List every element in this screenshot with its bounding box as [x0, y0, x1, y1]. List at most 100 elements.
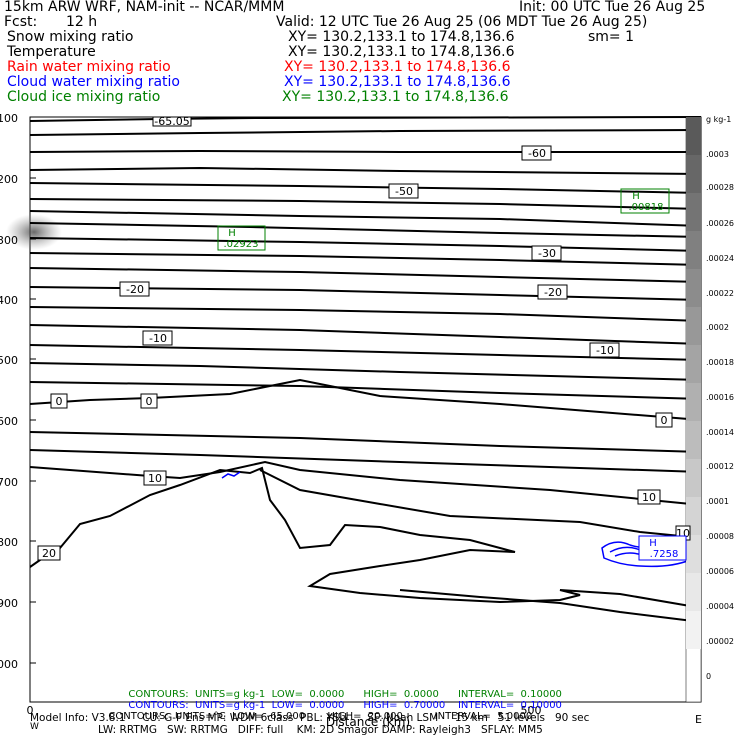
colorbar-tick-label: .00002: [706, 637, 734, 646]
colorbar-tick-label: .00024: [706, 254, 734, 263]
isotherm-label: 0: [146, 395, 153, 408]
isotherm-line: [29, 362, 702, 381]
isotherm-line: [399, 589, 702, 623]
isotherm-line: [29, 381, 702, 400]
extremum-value: .02923: [224, 239, 259, 250]
x-tick-label: 500: [521, 704, 542, 717]
y-tick-label: 800: [0, 536, 18, 549]
colorbar-tick-label: .00026: [706, 219, 734, 228]
colorbar-tick-label: .0003: [706, 150, 729, 159]
isotherm-line: [29, 286, 702, 301]
field-name-rain: Rain water mixing ratio: [7, 59, 171, 75]
isotherm-label: -60: [528, 147, 546, 160]
model-info-line: Model Info: V3.8.1 CU: G-F Ens MP: WDM 6…: [30, 712, 590, 724]
xy-snow: XY= 130.2,133.1 to 174.8,136.6: [288, 29, 515, 45]
contour-prefix: CONTOURS:: [128, 700, 189, 711]
init-time: Init: 00 UTC Tue 26 Aug 25: [519, 0, 706, 15]
contour-interval: INTERVAL= 0.10000: [457, 689, 562, 700]
isotherm-line: [29, 210, 702, 227]
y-tick-label: 900: [0, 597, 18, 610]
contour-high: HIGH= 20.000: [327, 711, 403, 722]
colorbar-tick-label: .00008: [706, 532, 734, 541]
contour-info-temperature: CONTOURS: UNITS=°C LOW= -65.000 HIGH= 20…: [102, 700, 532, 722]
xy-cloud-water: XY= 130.2,133.1 to 174.8,136.6: [284, 74, 511, 90]
colorbar-ticks: .0003 .00028 .00026 .00024 .00022 .0002 …: [706, 150, 734, 681]
isotherm-label: 10: [642, 491, 656, 504]
colorbar-tick-label: .0002: [706, 323, 729, 332]
model-title: 15km ARW WRF, NAM-init -- NCAR/MMM: [4, 0, 285, 15]
isotherms: [29, 116, 702, 623]
colorbar-tick-label: .00018: [706, 358, 734, 367]
field-name-temperature: Temperature: [7, 44, 96, 60]
colorbar-tick-label: .00016: [706, 393, 734, 402]
contour-high: HIGH= 0.0000: [363, 689, 439, 700]
isotherm-label: -10: [596, 344, 614, 357]
isotherm-line: [259, 469, 702, 539]
xy-cloud-ice: XY= 130.2,133.1 to 174.8,136.6: [282, 89, 509, 105]
isotherm-line: [29, 466, 702, 609]
colorbar-tick-label: .00012: [706, 462, 734, 471]
isotherm-label: -50: [395, 185, 413, 198]
isotherm-line: [29, 116, 702, 122]
y-tick-label: 700: [0, 476, 18, 489]
isotherm-label: 20: [42, 547, 56, 560]
forecast-hour: 12 h: [66, 14, 98, 30]
contour-low: LOW= 0.0000: [271, 689, 345, 700]
extremum-box: [638, 535, 687, 561]
extremum-symbol: H: [649, 538, 657, 549]
east-corner-label: E: [695, 713, 702, 726]
isotherm-label: 0: [661, 414, 668, 427]
contour-units: UNITS=g kg-1: [195, 700, 266, 711]
y-tick-label: 600: [0, 415, 18, 428]
y-tick-label: 300: [0, 234, 18, 247]
isotherm-line: [29, 306, 702, 322]
contour-prefix: CONTOURS:: [108, 711, 169, 722]
isotherm-line: [29, 149, 701, 153]
contour-info-cloud-water: CONTOURS: UNITS=g kg-1 LOW= 0.0000 HIGH=…: [122, 689, 562, 711]
extremum-box: [217, 225, 266, 251]
extremum-box: [620, 188, 670, 214]
contour-high: HIGH= 0.70000: [363, 700, 446, 711]
isotherm-line: [29, 431, 702, 453]
isotherm-label: -30: [538, 247, 556, 260]
contour-interval: INTERVAL= 0.10000: [457, 700, 562, 711]
contour-prefix: CONTOURS:: [128, 689, 189, 700]
isotherm-line: [29, 378, 702, 421]
forecast-label: Fcst:: [4, 14, 38, 30]
field-name-cloud-ice: Cloud ice mixing ratio: [7, 89, 161, 105]
colorbar-tick-label: .0001: [706, 497, 729, 506]
contour-units: UNITS=g kg-1: [195, 689, 266, 700]
colorbar-tick-label: .00014: [706, 428, 734, 437]
isotherm-label: -20: [126, 283, 144, 296]
physics-info-line: LW: RRTMG SW: RRTMG DIFF: full KM: 2D Sm…: [98, 724, 543, 736]
isotherm-line: [29, 198, 702, 210]
smoothing: sm= 1: [588, 29, 635, 45]
field-name-snow: Snow mixing ratio: [7, 29, 134, 45]
xy-rain: XY= 130.2,133.1 to 174.8,136.6: [284, 59, 511, 75]
isotherm-line: [29, 222, 702, 238]
isotherm-line: [29, 182, 702, 194]
colorbar-tick-label: .00022: [706, 289, 734, 298]
y-axis: 100 200 300 400 500 600 700 800 900 1000: [0, 112, 18, 671]
valid-time: Valid: 12 UTC Tue 26 Aug 25 (06 MDT Tue …: [276, 14, 648, 30]
x-axis-label: Distance (km): [326, 715, 410, 729]
extremum-value: .00818: [629, 202, 664, 213]
isotherm-label: -65.05: [154, 115, 189, 128]
isotherm-label: -10: [149, 332, 167, 345]
extrema: H .02923 H .00818 H .7258: [217, 188, 687, 561]
isotherm-label: 10: [148, 472, 162, 485]
isotherm-line: [29, 129, 702, 136]
extremum-symbol: H: [228, 228, 236, 239]
isotherm-line: [29, 252, 702, 266]
isotherm-line: [29, 449, 702, 473]
isotherm-line: [29, 324, 702, 345]
y-tick-label: 100: [0, 112, 18, 125]
isotherm-labels: -65.05 -60 -50 -30 -20 -20 -10 -10 0 0 0…: [37, 115, 691, 561]
contour-interval: INTERVAL= 5.0000: [434, 711, 533, 722]
contour-info-cloud-ice: CONTOURS: UNITS=g kg-1 LOW= 0.0000 HIGH=…: [122, 678, 562, 700]
y-tick-label: 1000: [0, 658, 18, 671]
isotherm-line: [29, 166, 702, 175]
colorbar-tick-label: .00028: [706, 183, 734, 192]
colorbar-tick-label: .00006: [706, 567, 734, 576]
